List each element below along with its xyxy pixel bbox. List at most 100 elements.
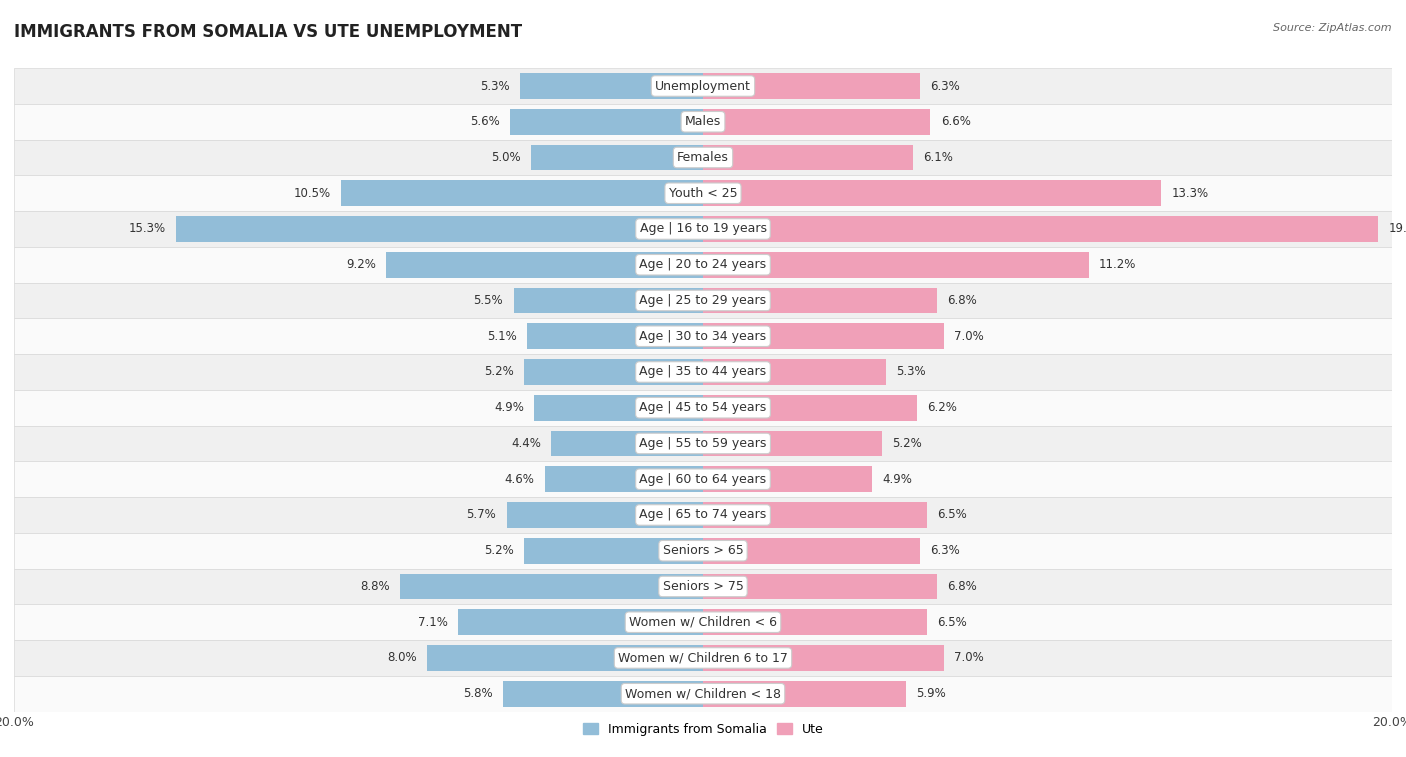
Bar — [703, 288, 938, 313]
Bar — [14, 425, 1392, 461]
Text: 6.8%: 6.8% — [948, 580, 977, 593]
Text: 6.5%: 6.5% — [938, 615, 967, 629]
Text: 9.2%: 9.2% — [346, 258, 375, 271]
Bar — [527, 323, 703, 349]
Bar — [14, 68, 1392, 104]
Text: Age | 20 to 24 years: Age | 20 to 24 years — [640, 258, 766, 271]
Text: Women w/ Children < 18: Women w/ Children < 18 — [626, 687, 780, 700]
Bar — [342, 180, 703, 206]
Text: 5.1%: 5.1% — [488, 330, 517, 343]
Bar — [387, 252, 703, 278]
Bar — [703, 252, 1088, 278]
Bar — [14, 247, 1392, 282]
Bar — [14, 282, 1392, 319]
Text: 5.6%: 5.6% — [470, 115, 499, 128]
Bar — [14, 139, 1392, 176]
Bar — [703, 73, 920, 99]
Legend: Immigrants from Somalia, Ute: Immigrants from Somalia, Ute — [578, 718, 828, 740]
Bar — [524, 538, 703, 563]
Bar — [703, 502, 927, 528]
Bar — [703, 109, 931, 135]
Text: Age | 16 to 19 years: Age | 16 to 19 years — [640, 223, 766, 235]
Bar — [703, 609, 927, 635]
Text: 8.8%: 8.8% — [360, 580, 389, 593]
Bar — [14, 319, 1392, 354]
Text: 6.3%: 6.3% — [931, 544, 960, 557]
Text: 6.5%: 6.5% — [938, 509, 967, 522]
Text: Age | 55 to 59 years: Age | 55 to 59 years — [640, 437, 766, 450]
Text: 7.1%: 7.1% — [418, 615, 449, 629]
Text: 5.7%: 5.7% — [467, 509, 496, 522]
Bar — [427, 645, 703, 671]
Text: Age | 65 to 74 years: Age | 65 to 74 years — [640, 509, 766, 522]
Text: Males: Males — [685, 115, 721, 128]
Text: 8.0%: 8.0% — [388, 652, 418, 665]
Text: 6.6%: 6.6% — [941, 115, 970, 128]
Text: 19.6%: 19.6% — [1389, 223, 1406, 235]
Text: 5.9%: 5.9% — [917, 687, 946, 700]
Bar — [14, 104, 1392, 139]
Bar — [703, 574, 938, 600]
Text: IMMIGRANTS FROM SOMALIA VS UTE UNEMPLOYMENT: IMMIGRANTS FROM SOMALIA VS UTE UNEMPLOYM… — [14, 23, 522, 41]
Bar — [506, 502, 703, 528]
Text: 5.2%: 5.2% — [484, 544, 513, 557]
Bar — [14, 176, 1392, 211]
Bar — [703, 395, 917, 421]
Text: 6.3%: 6.3% — [931, 79, 960, 92]
Bar — [703, 466, 872, 492]
Text: Source: ZipAtlas.com: Source: ZipAtlas.com — [1274, 23, 1392, 33]
Bar — [14, 569, 1392, 604]
Bar — [703, 645, 945, 671]
Text: Women w/ Children < 6: Women w/ Children < 6 — [628, 615, 778, 629]
Bar — [703, 431, 882, 456]
Bar — [14, 390, 1392, 425]
Text: 5.0%: 5.0% — [491, 151, 520, 164]
Text: 11.2%: 11.2% — [1099, 258, 1136, 271]
Bar — [14, 533, 1392, 569]
Text: Age | 35 to 44 years: Age | 35 to 44 years — [640, 366, 766, 378]
Text: 5.3%: 5.3% — [896, 366, 925, 378]
Bar — [14, 676, 1392, 712]
Bar — [703, 217, 1378, 242]
Bar — [551, 431, 703, 456]
Text: 5.8%: 5.8% — [463, 687, 494, 700]
Text: 5.2%: 5.2% — [893, 437, 922, 450]
Text: Unemployment: Unemployment — [655, 79, 751, 92]
Text: 4.6%: 4.6% — [505, 472, 534, 486]
Bar — [503, 681, 703, 706]
Bar — [703, 323, 945, 349]
Text: 10.5%: 10.5% — [294, 187, 330, 200]
Text: Youth < 25: Youth < 25 — [669, 187, 737, 200]
Bar — [14, 497, 1392, 533]
Bar — [513, 288, 703, 313]
Text: Females: Females — [678, 151, 728, 164]
Bar — [703, 359, 886, 385]
Text: Age | 30 to 34 years: Age | 30 to 34 years — [640, 330, 766, 343]
Text: 5.3%: 5.3% — [481, 79, 510, 92]
Text: Age | 25 to 29 years: Age | 25 to 29 years — [640, 294, 766, 307]
Text: Women w/ Children 6 to 17: Women w/ Children 6 to 17 — [619, 652, 787, 665]
Text: 5.5%: 5.5% — [474, 294, 503, 307]
Bar — [703, 145, 912, 170]
Bar — [544, 466, 703, 492]
Bar — [399, 574, 703, 600]
Bar — [703, 538, 920, 563]
Text: 4.9%: 4.9% — [882, 472, 912, 486]
Bar — [703, 180, 1161, 206]
Bar — [14, 640, 1392, 676]
Text: 7.0%: 7.0% — [955, 652, 984, 665]
Text: Seniors > 65: Seniors > 65 — [662, 544, 744, 557]
Text: 4.4%: 4.4% — [512, 437, 541, 450]
Bar — [520, 73, 703, 99]
Bar — [534, 395, 703, 421]
Bar — [703, 681, 907, 706]
Text: 13.3%: 13.3% — [1171, 187, 1209, 200]
Bar — [524, 359, 703, 385]
Text: 6.1%: 6.1% — [924, 151, 953, 164]
Text: 6.2%: 6.2% — [927, 401, 956, 414]
Bar — [531, 145, 703, 170]
Bar — [14, 604, 1392, 640]
Text: 4.9%: 4.9% — [494, 401, 524, 414]
Bar — [14, 354, 1392, 390]
Text: 7.0%: 7.0% — [955, 330, 984, 343]
